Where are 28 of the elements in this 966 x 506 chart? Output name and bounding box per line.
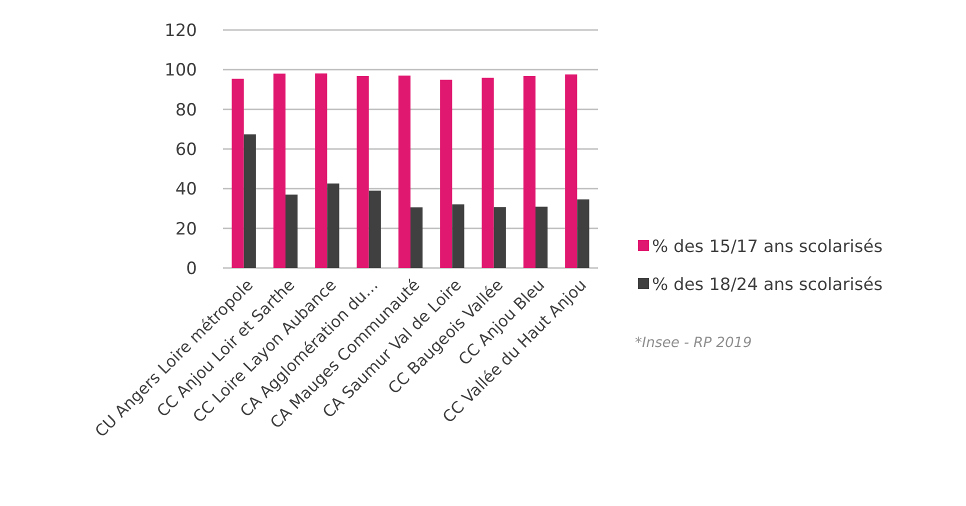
bar <box>452 204 464 268</box>
bar <box>368 190 381 268</box>
y-tick-label: 80 <box>175 100 197 120</box>
y-tick-label: 120 <box>164 20 197 41</box>
bar <box>482 78 494 268</box>
legend-label: % des 15/17 ans scolarisés <box>652 236 883 257</box>
bar <box>494 207 506 268</box>
y-tick-label: 100 <box>164 60 197 81</box>
bar <box>410 207 423 268</box>
text: *Insee - RP 2019 <box>635 334 752 351</box>
bar <box>244 134 256 268</box>
bar <box>440 80 452 268</box>
y-tick-label: 0 <box>186 258 197 279</box>
bar <box>565 74 578 268</box>
bar <box>327 184 340 268</box>
y-tick-label: 20 <box>175 219 197 240</box>
bar <box>232 78 244 268</box>
bar <box>536 206 548 268</box>
bar <box>286 194 298 268</box>
bar <box>577 199 590 268</box>
y-tick-label: 60 <box>175 140 197 160</box>
bar <box>398 76 410 268</box>
bar <box>356 76 369 268</box>
bar <box>315 73 328 268</box>
y-tick-label: 40 <box>175 180 197 200</box>
bar <box>523 76 536 268</box>
bar <box>273 74 286 268</box>
legend-label: % des 18/24 ans scolarisés <box>652 274 883 295</box>
